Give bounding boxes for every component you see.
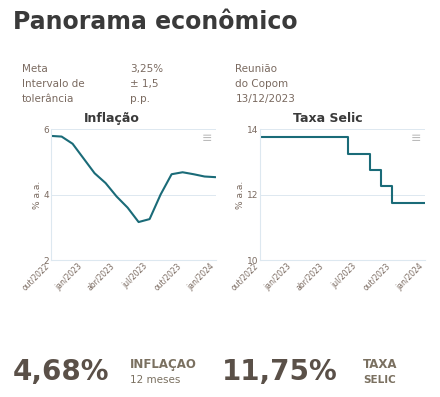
Text: Reunião: Reunião — [235, 64, 277, 74]
Text: p.p.: p.p. — [130, 94, 150, 104]
Text: 3,25%: 3,25% — [130, 64, 163, 74]
Text: TAXA: TAXA — [363, 358, 397, 371]
Text: 12 meses: 12 meses — [130, 375, 180, 385]
Text: Intervalo de: Intervalo de — [22, 79, 84, 89]
Text: Inflação: Inflação — [84, 112, 140, 125]
Text: 11,75%: 11,75% — [222, 358, 338, 386]
Text: 4,68%: 4,68% — [13, 358, 110, 386]
Text: ≡: ≡ — [202, 132, 212, 145]
Text: Panorama econômico: Panorama econômico — [13, 10, 298, 34]
Text: SELIC: SELIC — [363, 375, 396, 385]
Text: ≡: ≡ — [411, 132, 422, 145]
Y-axis label: % a.a.: % a.a. — [236, 180, 246, 209]
Text: tolerância: tolerância — [22, 94, 74, 104]
Text: Meta: Meta — [22, 64, 48, 74]
Text: Taxa Selic: Taxa Selic — [293, 112, 363, 125]
Y-axis label: % a.a.: % a.a. — [33, 180, 42, 209]
Text: INFLAÇAO: INFLAÇAO — [130, 358, 197, 371]
Text: do Copom: do Copom — [235, 79, 289, 89]
Text: ± 1,5: ± 1,5 — [130, 79, 158, 89]
Text: 13/12/2023: 13/12/2023 — [235, 94, 295, 104]
